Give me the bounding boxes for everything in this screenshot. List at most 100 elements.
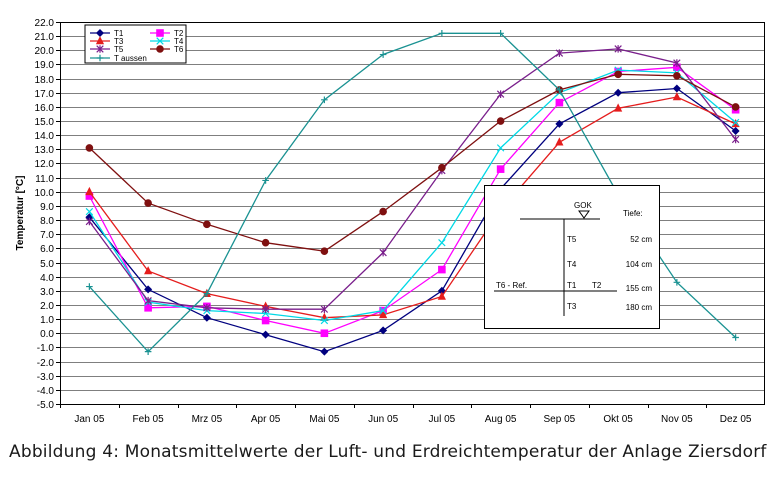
legend-swatch-marker: [156, 29, 164, 37]
temperature-chart: -5.0 -4.0 -3.0 -2.0 -1.0 0.0 1.0 2.0 3.0 4.0 5.0 6.…: [15, 18, 765, 425]
data-point: [672, 84, 681, 93]
y-tick-label: 3.0: [40, 287, 54, 298]
legend-label: T3: [114, 37, 124, 46]
data-point: [731, 126, 740, 135]
legend-label: T5: [114, 45, 124, 54]
inset-sensor-depth: 52 cm: [630, 235, 652, 244]
data-point: [144, 285, 153, 294]
data-point: [379, 51, 387, 58]
legend-item: T3: [90, 36, 124, 46]
legend-label: T1: [114, 29, 124, 38]
series-line: [88, 87, 736, 353]
inset-ref-label: T6 - Ref.: [496, 281, 527, 290]
y-tick-label: 18.0: [35, 75, 55, 86]
x-tick-label: Dez 05: [720, 414, 752, 425]
data-point: [320, 305, 329, 314]
x-tick-label: Okt 05: [603, 414, 633, 425]
data-point: [555, 137, 564, 146]
series-line: [88, 73, 736, 252]
data-point: [262, 177, 269, 184]
inset-sensor-label: T3: [567, 302, 577, 311]
y-tick-label: 13.0: [35, 145, 55, 156]
data-point: [144, 199, 152, 207]
y-tick-label: -4.0: [37, 386, 55, 397]
y-tick-labels: -5.0 -4.0 -3.0 -2.0 -1.0 0.0 1.0 2.0 3.0 4.0 5.0 6.…: [35, 18, 55, 411]
y-tick-label: 8.0: [40, 216, 54, 227]
x-tick-label: Jun 05: [368, 414, 398, 425]
data-point: [203, 290, 211, 297]
x-tick-label: Apr 05: [251, 414, 281, 425]
y-tick-label: 7.0: [40, 230, 54, 241]
legend-swatch-marker: [156, 45, 164, 53]
x-tick-labels: Jan 05 Feb 05 Mrz 05 Apr 05 Mai 05 Jun 05 Jul …: [74, 414, 752, 425]
data-point: [379, 326, 388, 335]
plot-border: [60, 22, 765, 405]
data-point: [614, 103, 623, 112]
legend-label: T4: [174, 37, 184, 46]
data-point: [437, 291, 446, 300]
data-point: [673, 59, 681, 67]
inset-sensor-label: T5: [567, 235, 577, 244]
inset-gok-label: GOK: [574, 201, 592, 210]
data-point: [732, 334, 739, 341]
data-point: [379, 306, 387, 315]
y-tick-label: 6.0: [40, 244, 54, 255]
x-tick-label: Feb 05: [133, 414, 165, 425]
data-point: [438, 265, 446, 274]
data-point: [85, 217, 94, 226]
legend-item: T5: [90, 45, 124, 54]
data-point: [261, 238, 270, 247]
legend-item: T4: [150, 37, 184, 46]
data-point: [320, 329, 329, 338]
data-point: [261, 305, 270, 314]
figure-caption: Abbildung 4: Monatsmittelwerte der Luft-…: [9, 442, 767, 462]
data-point: [320, 347, 329, 356]
data-point: [202, 313, 211, 322]
data-point: [672, 92, 681, 101]
data-point: [144, 303, 152, 312]
data-point: [555, 98, 564, 107]
data-point: [203, 220, 211, 229]
legend-item: T aussen: [90, 54, 147, 63]
y-tick-label: 17.0: [35, 89, 55, 100]
data-point: [438, 30, 446, 37]
data-point: [379, 248, 387, 257]
legend-swatch-marker: [95, 36, 105, 45]
data-point: [144, 348, 152, 355]
series-line: [88, 48, 737, 310]
data-point: [614, 88, 623, 97]
y-tick-label: 5.0: [40, 259, 54, 270]
inset-sensor-side-label: T2: [592, 281, 602, 290]
ground-surface-marker-icon: [578, 210, 590, 219]
y-tick-label: 12.0: [35, 159, 55, 170]
y-tick-label: 4.0: [40, 273, 54, 284]
data-point: [321, 96, 328, 104]
inset-sensor-label: T4: [567, 260, 577, 269]
series: [85, 45, 740, 314]
data-point: [85, 186, 94, 196]
y-tick-label: 9.0: [40, 202, 54, 213]
data-point: [673, 279, 681, 286]
x-tick-label: Sep 05: [544, 414, 576, 425]
y-tick-label: 2.0: [40, 301, 54, 312]
legend-swatch-marker: [156, 37, 164, 45]
inset-box: [484, 185, 660, 329]
data-point: [614, 70, 622, 79]
series-line: [88, 69, 737, 322]
y-tick-label: -5.0: [37, 400, 55, 411]
y-tick-label: 22.0: [35, 18, 55, 29]
x-tick-label: Nov 05: [661, 414, 693, 425]
axes: [56, 22, 765, 408]
legend-label: T2: [174, 29, 184, 38]
legend-swatch-marker: [96, 45, 104, 53]
data-point: [144, 296, 152, 305]
data-point: [85, 144, 94, 152]
y-tick-label: 1.0: [40, 315, 54, 326]
y-tick-label: 16.0: [35, 103, 55, 114]
data-point: [731, 103, 740, 111]
x-tick-label: Jul 05: [429, 414, 456, 425]
legend-item: T1: [90, 28, 124, 38]
data-point: [496, 144, 505, 152]
data-point: [673, 71, 681, 80]
y-tick-label: -3.0: [37, 372, 55, 383]
